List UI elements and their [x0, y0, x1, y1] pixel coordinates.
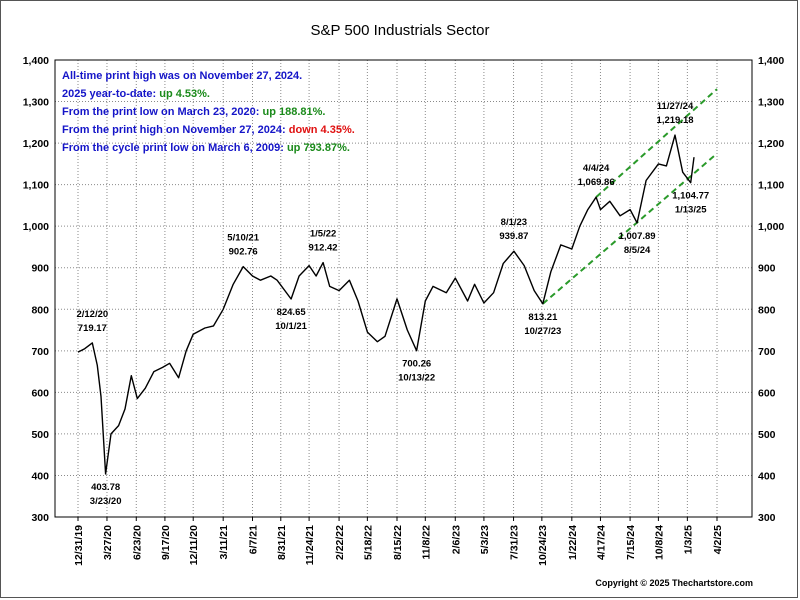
note-line: 2025 year-to-date: up 4.53%. [62, 88, 210, 100]
x-tick-label: 4/2/25 [712, 525, 724, 554]
note-text: From the print low on March 23, 2020: [62, 106, 262, 118]
x-tick-label: 3/11/21 [218, 525, 230, 560]
x-tick-label: 2/22/22 [334, 525, 346, 560]
annotation-date: 10/13/22 [398, 373, 435, 384]
y-tick-label-right: 1,400 [758, 55, 784, 67]
annotation-date: 1/5/22 [310, 229, 336, 240]
annotation-value: 813.21 [528, 312, 558, 323]
x-tick-label: 11/8/22 [420, 525, 432, 560]
annotation-value: 1,219.18 [657, 115, 694, 126]
x-tick-label: 1/3/25 [682, 525, 694, 554]
chart-title: S&P 500 Industrials Sector [311, 22, 490, 39]
y-tick-label-left: 700 [31, 346, 49, 358]
x-tick-label: 5/18/22 [362, 525, 374, 560]
y-tick-label-right: 900 [758, 263, 776, 275]
note-text: All-time print high was on November 27, … [62, 70, 302, 82]
x-tick-label: 7/15/24 [625, 525, 637, 560]
y-tick-label-right: 800 [758, 304, 776, 316]
y-tick-label-left: 500 [31, 429, 49, 441]
y-tick-label-right: 1,300 [758, 97, 784, 109]
x-tick-label: 1/22/24 [567, 525, 579, 560]
annotation-value: 939.87 [499, 231, 528, 242]
y-tick-label-right: 700 [758, 346, 776, 358]
annotation-value: 1,069.86 [578, 177, 615, 188]
x-tick-label: 8/31/21 [276, 525, 288, 560]
y-tick-label-left: 1,100 [23, 180, 49, 192]
x-tick-label: 12/31/19 [73, 525, 85, 566]
y-tick-label-left: 1,200 [23, 138, 49, 150]
x-tick-label: 3/27/20 [102, 525, 114, 560]
x-tick-label: 12/11/20 [188, 525, 200, 565]
note-highlight: up 188.81%. [262, 106, 325, 118]
annotation-date: 11/27/24 [657, 101, 694, 112]
y-tick-label-right: 1,000 [758, 221, 784, 233]
note-line: All-time print high was on November 27, … [62, 70, 302, 82]
y-tick-label-left: 400 [31, 470, 49, 482]
x-tick-label: 6/23/20 [131, 525, 143, 560]
y-tick-label-left: 1,400 [23, 55, 49, 67]
note-text: From the print high on November 27, 2024… [62, 124, 289, 136]
annotation-value: 719.17 [78, 323, 107, 334]
note-text: 2025 year-to-date: [62, 88, 159, 100]
annotation-value: 1,007.89 [619, 231, 656, 242]
annotation-date: 2/12/20 [76, 309, 108, 320]
y-tick-label-right: 300 [758, 512, 776, 524]
x-tick-label: 2/6/23 [450, 525, 462, 554]
plot-area-border [54, 59, 753, 518]
y-tick-label-left: 800 [31, 304, 49, 316]
note-line: From the cycle print low on March 6, 200… [62, 142, 350, 154]
y-tick-label-left: 900 [31, 263, 49, 275]
x-tick-label: 4/17/24 [595, 525, 607, 560]
note-line: From the print high on November 27, 2024… [62, 124, 355, 136]
x-tick-label: 5/3/23 [479, 525, 491, 554]
note-text: From the cycle print low on March 6, 200… [62, 142, 287, 154]
y-tick-label-right: 600 [758, 387, 776, 399]
annotation-date: 10/1/21 [275, 321, 307, 332]
y-tick-label-left: 300 [31, 512, 49, 524]
x-tick-label: 10/8/24 [653, 525, 665, 560]
y-tick-label-left: 600 [31, 387, 49, 399]
annotation-value: 902.76 [229, 247, 258, 258]
trend-channel-upper [595, 88, 718, 198]
x-tick-label: 11/24/21 [304, 525, 316, 565]
annotation-date: 4/4/24 [583, 163, 610, 174]
x-tick-label: 10/24/23 [537, 525, 549, 566]
y-tick-label-right: 500 [758, 429, 776, 441]
annotation-value: 700.26 [402, 359, 431, 370]
note-highlight: up 793.87%. [287, 142, 350, 154]
annotation-value: 403.78 [91, 482, 120, 493]
annotation-date: 8/1/23 [501, 217, 527, 228]
y-tick-label-right: 1,200 [758, 138, 784, 150]
annotation-value: 824.65 [277, 307, 307, 318]
y-tick-label-right: 400 [758, 470, 776, 482]
annotation-date: 10/27/23 [524, 326, 561, 337]
copyright-text: Copyright © 2025 Thechartstore.com [595, 578, 753, 588]
y-tick-label-right: 1,100 [758, 180, 784, 192]
note-line: From the print low on March 23, 2020: up… [62, 106, 325, 118]
note-highlight: down 4.35%. [289, 124, 355, 136]
y-tick-label-left: 1,000 [23, 221, 49, 233]
annotation-date: 5/10/21 [227, 233, 259, 244]
annotation-date: 8/5/24 [624, 245, 651, 256]
x-tick-label: 8/15/22 [392, 525, 404, 560]
x-tick-label: 7/31/23 [509, 525, 521, 560]
x-tick-label: 6/7/21 [247, 525, 259, 554]
x-tick-label: 9/17/20 [160, 525, 172, 560]
annotation-value: 912.42 [309, 243, 338, 254]
price-series-line [77, 134, 695, 475]
annotation-date: 1/13/25 [675, 205, 707, 216]
note-highlight: up 4.53%. [159, 88, 210, 100]
annotation-value: 1,104.77 [672, 191, 709, 202]
annotation-date: 3/23/20 [90, 496, 122, 507]
y-tick-label-left: 1,300 [23, 97, 49, 109]
